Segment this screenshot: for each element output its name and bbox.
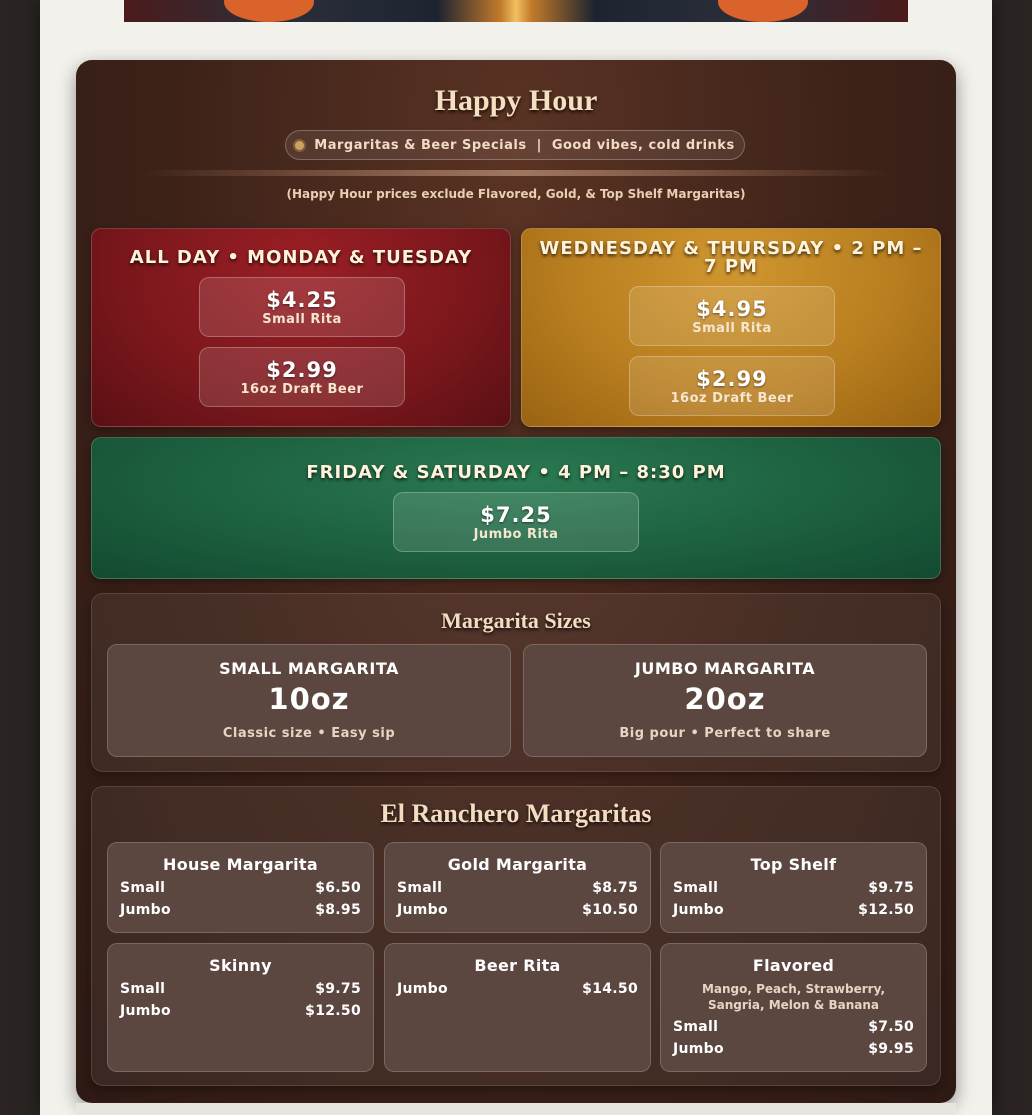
menu-item-gold: Gold Margarita Small $8.75 Jumbo $10.50 bbox=[384, 842, 651, 933]
special-heading: WEDNESDAY & THURSDAY • 2 PM – 7 PM bbox=[539, 238, 923, 277]
special-fri-sat: FRIDAY & SATURDAY • 4 PM – 8:30 PM $7.25… bbox=[91, 437, 941, 579]
price-amount: $4.95 bbox=[696, 297, 768, 321]
menu-item-beer-rita: Beer Rita Jumbo $14.50 bbox=[384, 943, 651, 1072]
size-label: Jumbo bbox=[397, 902, 448, 918]
menu-item-name: Gold Margarita bbox=[447, 855, 588, 874]
pill-left-text: Margaritas & Beer Specials bbox=[314, 137, 527, 153]
menu-item-name: House Margarita bbox=[163, 855, 318, 874]
price-amount: $2.99 bbox=[266, 358, 338, 382]
page-container: Happy Hour Margaritas & Beer Specials | … bbox=[40, 0, 992, 1115]
size-label: Small bbox=[673, 880, 719, 896]
price-row: Jumbo $12.50 bbox=[661, 902, 926, 918]
price-label: 16oz Draft Beer bbox=[240, 382, 364, 397]
price-value: $9.75 bbox=[868, 880, 914, 896]
size-label: Small bbox=[397, 880, 443, 896]
price-amount: $4.25 bbox=[266, 288, 338, 312]
size-oz: 20oz bbox=[684, 682, 766, 716]
price-value: $12.50 bbox=[858, 902, 914, 918]
menu-item-name: Flavored bbox=[752, 956, 835, 975]
price-amount: $7.25 bbox=[480, 503, 552, 527]
price-row: Small $7.50 bbox=[661, 1019, 926, 1035]
divider bbox=[140, 170, 892, 176]
dot-icon bbox=[295, 140, 305, 150]
price-chip: $4.95 Small Rita bbox=[629, 286, 835, 346]
size-name: SMALL MARGARITA bbox=[219, 659, 399, 678]
size-desc: Classic size • Easy sip bbox=[222, 726, 396, 741]
price-row: Jumbo $14.50 bbox=[385, 981, 650, 997]
size-oz: 10oz bbox=[268, 682, 350, 716]
price-chip: $4.25 Small Rita bbox=[199, 277, 405, 337]
price-label: Small Rita bbox=[262, 312, 342, 327]
price-row: Small $8.75 bbox=[385, 880, 650, 896]
price-value: $9.95 bbox=[868, 1041, 914, 1057]
price-label: Jumbo Rita bbox=[473, 527, 559, 542]
price-row: Small $9.75 bbox=[108, 981, 373, 997]
size-label: Small bbox=[120, 981, 166, 997]
price-note: (Happy Hour prices exclude Flavored, Gol… bbox=[286, 187, 746, 201]
menu-item-name: Skinny bbox=[209, 956, 272, 975]
price-chip: $2.99 16oz Draft Beer bbox=[199, 347, 405, 407]
price-value: $12.50 bbox=[305, 1003, 361, 1019]
menu-item-top-shelf: Top Shelf Small $9.75 Jumbo $12.50 bbox=[660, 842, 927, 933]
pill-separator: | bbox=[536, 137, 542, 153]
special-wed-thu: WEDNESDAY & THURSDAY • 2 PM – 7 PM $4.95… bbox=[521, 228, 941, 427]
price-row: Jumbo $12.50 bbox=[108, 1003, 373, 1019]
margaritas-title: El Ranchero Margaritas bbox=[380, 799, 652, 828]
specials-pill: Margaritas & Beer Specials | Good vibes,… bbox=[285, 130, 745, 160]
size-name: JUMBO MARGARITA bbox=[634, 659, 816, 678]
price-value: $9.75 bbox=[315, 981, 361, 997]
menu-item-name: Top Shelf bbox=[750, 855, 837, 874]
price-row: Jumbo $8.95 bbox=[108, 902, 373, 918]
price-value: $6.50 bbox=[315, 880, 361, 896]
price-row: Small $9.75 bbox=[661, 880, 926, 896]
size-label: Jumbo bbox=[120, 1003, 171, 1019]
sizes-section: Margarita Sizes SMALL MARGARITA 10oz Cla… bbox=[91, 593, 941, 772]
size-label: Jumbo bbox=[120, 902, 171, 918]
price-row: Small $6.50 bbox=[108, 880, 373, 896]
size-desc: Big pour • Perfect to share bbox=[619, 726, 831, 741]
menu-card: Happy Hour Margaritas & Beer Specials | … bbox=[76, 60, 956, 1103]
menu-item-flavored: Flavored Mango, Peach, Strawberry, Sangr… bbox=[660, 943, 927, 1072]
size-card-jumbo: JUMBO MARGARITA 20oz Big pour • Perfect … bbox=[523, 644, 927, 757]
margaritas-section: El Ranchero Margaritas House Margarita S… bbox=[91, 786, 941, 1086]
size-label: Small bbox=[120, 880, 166, 896]
menu-item-house: House Margarita Small $6.50 Jumbo $8.95 bbox=[107, 842, 374, 933]
size-label: Small bbox=[673, 1019, 719, 1035]
special-heading: FRIDAY & SATURDAY • 4 PM – 8:30 PM bbox=[306, 462, 726, 483]
sizes-title: Margarita Sizes bbox=[441, 608, 591, 633]
special-heading: ALL DAY • MONDAY & TUESDAY bbox=[129, 247, 473, 268]
price-row: Jumbo $9.95 bbox=[661, 1041, 926, 1057]
pill-right-text: Good vibes, cold drinks bbox=[551, 137, 735, 153]
size-label: Jumbo bbox=[673, 902, 724, 918]
menu-item-name: Beer Rita bbox=[474, 956, 561, 975]
size-label: Jumbo bbox=[673, 1041, 724, 1057]
price-value: $8.75 bbox=[592, 880, 638, 896]
menu-item-desc: Mango, Peach, Strawberry, Sangria, Melon… bbox=[701, 982, 886, 1012]
price-value: $7.50 bbox=[868, 1019, 914, 1035]
price-label: 16oz Draft Beer bbox=[670, 391, 794, 406]
price-value: $8.95 bbox=[315, 902, 361, 918]
price-chip: $7.25 Jumbo Rita bbox=[393, 492, 639, 552]
price-value: $14.50 bbox=[582, 981, 638, 997]
price-chip: $2.99 16oz Draft Beer bbox=[629, 356, 835, 416]
size-card-small: SMALL MARGARITA 10oz Classic size • Easy… bbox=[107, 644, 511, 757]
price-label: Small Rita bbox=[692, 321, 772, 336]
hero-photo bbox=[124, 0, 908, 22]
price-row: Jumbo $10.50 bbox=[385, 902, 650, 918]
page-title: Happy Hour bbox=[434, 84, 598, 117]
footer-strip bbox=[76, 1103, 956, 1115]
size-label: Jumbo bbox=[397, 981, 448, 997]
special-mon-tue: ALL DAY • MONDAY & TUESDAY $4.25 Small R… bbox=[91, 228, 511, 427]
menu-item-skinny: Skinny Small $9.75 Jumbo $12.50 bbox=[107, 943, 374, 1072]
price-value: $10.50 bbox=[582, 902, 638, 918]
price-amount: $2.99 bbox=[696, 367, 768, 391]
